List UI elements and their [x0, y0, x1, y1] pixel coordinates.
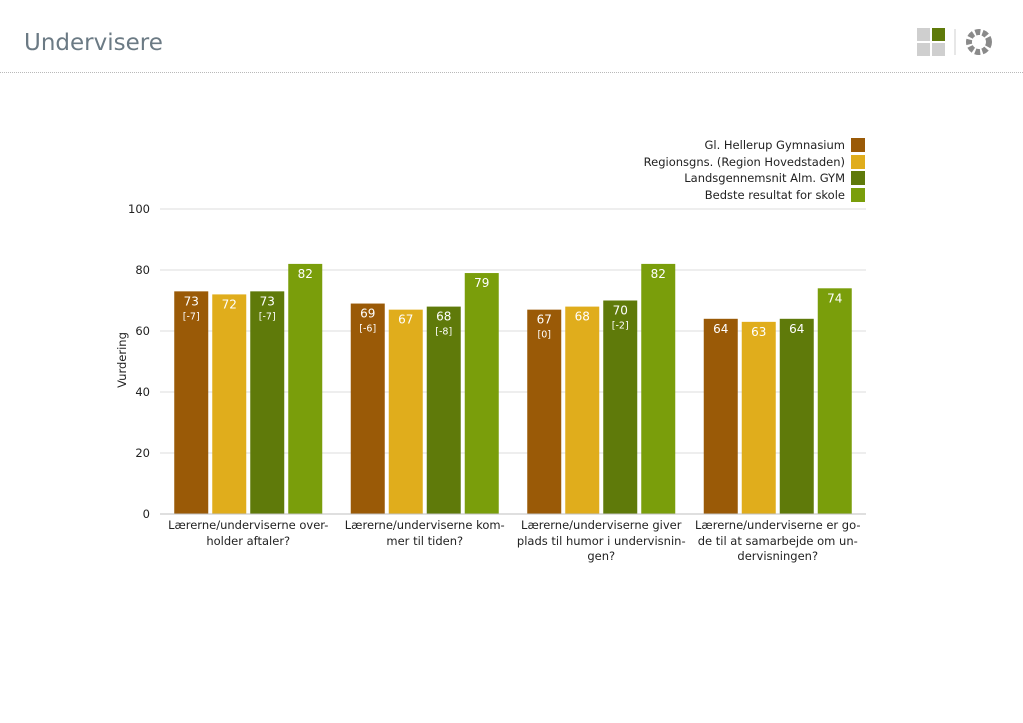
data-label: 82: [298, 267, 313, 281]
data-label: 70: [613, 304, 628, 318]
y-tick-label: 0: [143, 507, 150, 521]
x-tick-label-line: Lærerne/underviserne kom-: [344, 518, 505, 532]
x-tick-label-line: de til at samarbejde om un-: [697, 533, 858, 548]
x-tick-label: Lærerne/underviserne over-holder aftaler…: [159, 518, 337, 549]
x-tick-label: Lærerne/underviserne er go-de til at sam…: [689, 518, 867, 565]
data-label: 67: [398, 313, 413, 327]
data-label: 68: [436, 310, 451, 324]
x-tick-label-line: Lærerne/underviserne er go-: [695, 518, 861, 532]
x-tick-label: Lærerne/underviserne kom-mer til tiden?: [336, 518, 514, 549]
legend-swatch: [851, 171, 865, 186]
data-label: 73: [260, 294, 275, 308]
legend-item: Regionsgns. (Region Hovedstaden): [644, 154, 865, 171]
data-label: 63: [751, 325, 766, 339]
y-tick-label: 40: [135, 385, 150, 399]
data-label: 72: [222, 297, 237, 311]
x-tick-label-line: Lærerne/underviserne over-: [168, 518, 329, 532]
x-tick-label-line: Lærerne/underviserne giver: [521, 518, 682, 532]
logo: [917, 28, 992, 56]
bar: [703, 318, 738, 514]
legend-swatch: [851, 187, 865, 202]
bar: [288, 263, 323, 514]
bar: [779, 318, 814, 514]
y-tick-label: 20: [135, 446, 150, 460]
circle-segments-icon: [966, 29, 992, 55]
x-tick-label-line: mer til tiden?: [386, 533, 464, 548]
bar: [527, 309, 562, 514]
bar: [250, 291, 285, 514]
legend-item: Landsgennemsnit Alm. GYM: [644, 170, 865, 187]
y-tick-label: 100: [128, 202, 150, 216]
bar: [603, 300, 638, 514]
legend-label: Landsgennemsnit Alm. GYM: [684, 171, 845, 186]
x-tick-label-line: dervisningen?: [737, 549, 819, 563]
legend-item: Gl. Hellerup Gymnasium: [644, 137, 865, 154]
data-label: 67: [537, 313, 552, 327]
bar: [350, 303, 385, 514]
data-sublabel: [-7]: [259, 311, 276, 322]
legend-label: Bedste resultat for skole: [704, 187, 845, 202]
data-sublabel: [-6]: [359, 324, 376, 335]
bar: [212, 294, 247, 514]
data-label: 68: [575, 310, 590, 324]
data-sublabel: [0]: [538, 330, 551, 341]
legend-label: Gl. Hellerup Gymnasium: [704, 138, 845, 153]
bar: [641, 263, 676, 514]
legend-swatch: [851, 154, 865, 169]
data-label: 64: [713, 322, 728, 336]
legend-label: Regionsgns. (Region Hovedstaden): [643, 154, 845, 169]
page-title: Undervisere: [24, 30, 163, 56]
x-tick-label: Lærerne/underviserne giver plads til humo…: [512, 518, 690, 565]
x-tick-label-line: plads til humor i undervisnin-: [516, 533, 686, 548]
bar: [817, 288, 852, 514]
data-label: 64: [789, 322, 804, 336]
data-label: 79: [474, 276, 489, 290]
data-sublabel: [-7]: [183, 311, 200, 322]
data-label: 69: [360, 307, 375, 321]
bar: [464, 273, 499, 514]
data-label: 74: [827, 291, 842, 305]
bar: [741, 321, 776, 514]
y-tick-label: 80: [135, 263, 150, 277]
legend: Gl. Hellerup Gymnasium Regionsgns. (Regio…: [644, 137, 865, 203]
bar: [388, 309, 423, 514]
bar: [174, 291, 209, 514]
legend-swatch: [851, 138, 865, 153]
grid-squares-icon: [917, 28, 945, 56]
header-divider: [0, 72, 1023, 73]
y-tick-label: 60: [135, 324, 150, 338]
bar: [565, 306, 600, 514]
x-tick-label-line: holder aftaler?: [206, 533, 291, 548]
data-label: 73: [184, 294, 199, 308]
data-label: 82: [651, 267, 666, 281]
y-axis-label: Vurdering: [115, 332, 129, 388]
data-sublabel: [-8]: [435, 327, 452, 338]
legend-item: Bedste resultat for skole: [644, 187, 865, 204]
data-sublabel: [-2]: [612, 321, 629, 332]
x-tick-label-line: gen?: [587, 549, 616, 563]
bar: [426, 306, 461, 514]
